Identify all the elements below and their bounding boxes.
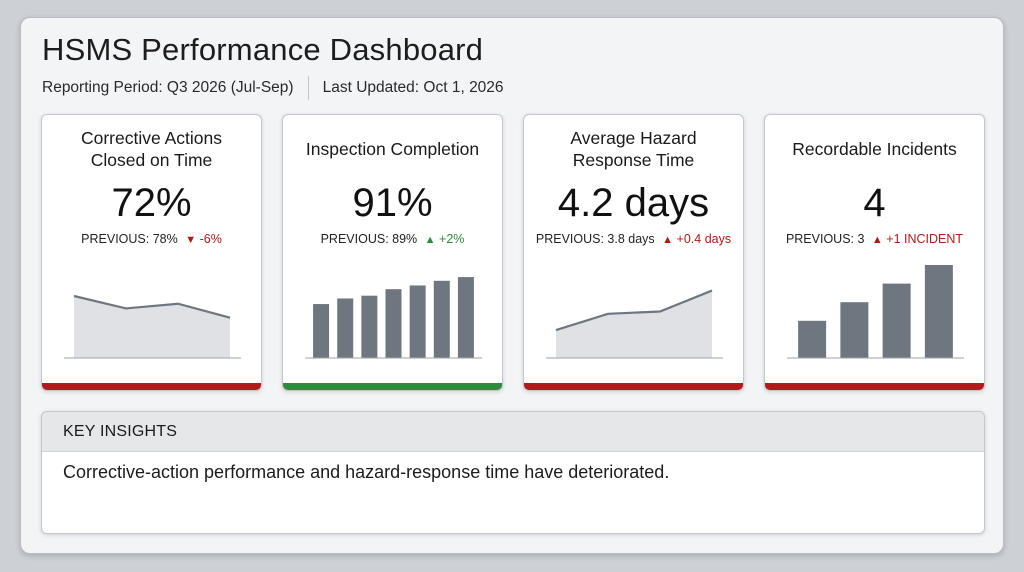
kpi-title: Corrective Actions Closed on Time bbox=[80, 128, 223, 170]
chart-bar bbox=[798, 320, 827, 358]
kpi-card-corrective-actions[interactable]: Corrective Actions Closed on Time 72% PR… bbox=[41, 114, 262, 391]
reporting-period: Reporting Period: Q3 2026 (Jul-Sep) bbox=[42, 79, 294, 96]
report-meta: Reporting Period: Q3 2026 (Jul-Sep) Last… bbox=[42, 76, 504, 100]
kpi-card-recordable-incidents[interactable]: Recordable Incidents 4 PREVIOUS: 3 ▲ +1 … bbox=[764, 114, 985, 391]
chart-bar bbox=[385, 289, 402, 358]
meta-divider bbox=[307, 76, 309, 100]
kpi-card-hazard-response[interactable]: Average Hazard Response Time 4.2 days PR… bbox=[523, 114, 744, 391]
previous-value: PREVIOUS: 78% bbox=[81, 232, 178, 246]
chart-bar bbox=[361, 295, 378, 358]
chart-bar bbox=[457, 277, 474, 358]
last-updated: Last Updated: Oct 1, 2026 bbox=[322, 79, 504, 96]
status-bar bbox=[765, 383, 984, 390]
trend-down-icon: ▼ bbox=[185, 234, 197, 246]
chart-line bbox=[555, 289, 713, 332]
chart-bar bbox=[337, 298, 354, 358]
kpi-previous: PREVIOUS: 3 ▲ +1 INCIDENT bbox=[765, 232, 984, 246]
key-insights-panel: KEY INSIGHTS Corrective-action performan… bbox=[41, 411, 985, 534]
kpi-title: Average Hazard Response Time bbox=[570, 128, 697, 170]
chart-bar bbox=[409, 285, 426, 358]
page-title: HSMS Performance Dashboard bbox=[42, 32, 484, 67]
kpi-previous: PREVIOUS: 89% ▲ +2% bbox=[283, 232, 502, 246]
chart-area-fill bbox=[74, 296, 230, 358]
kpi-trend-chart bbox=[64, 294, 241, 359]
chart-line bbox=[73, 294, 231, 319]
chart-bar bbox=[840, 302, 869, 358]
kpi-value: 4 bbox=[863, 181, 886, 225]
status-bar bbox=[524, 383, 743, 390]
kpi-previous: PREVIOUS: 78% ▼ -6% bbox=[42, 232, 261, 246]
dashboard-panel: HSMS Performance Dashboard Reporting Per… bbox=[20, 17, 1004, 554]
kpi-title: Inspection Completion bbox=[305, 139, 480, 159]
kpi-trend-chart bbox=[546, 289, 723, 359]
change-value: +0.4 days bbox=[676, 232, 732, 246]
trend-up-icon: ▲ bbox=[662, 234, 674, 246]
insights-text: Corrective-action performance and hazard… bbox=[63, 462, 670, 482]
chart-bar bbox=[882, 283, 911, 358]
kpi-previous: PREVIOUS: 3.8 days ▲ +0.4 days bbox=[524, 232, 743, 246]
previous-value: PREVIOUS: 3.8 days bbox=[535, 232, 655, 246]
kpi-value: 72% bbox=[111, 181, 192, 225]
kpi-trend-chart bbox=[305, 277, 482, 359]
change-value: +2% bbox=[439, 232, 465, 246]
kpi-value: 91% bbox=[352, 181, 433, 225]
previous-value: PREVIOUS: 3 bbox=[785, 232, 865, 246]
change-value: -6% bbox=[199, 232, 222, 246]
chart-bar bbox=[433, 280, 450, 358]
previous-value: PREVIOUS: 89% bbox=[320, 232, 418, 246]
change-value: +1 INCIDENT bbox=[886, 232, 964, 246]
kpi-card-inspection-completion[interactable]: Inspection Completion 91% PREVIOUS: 89% … bbox=[282, 114, 503, 391]
chart-bar bbox=[313, 304, 330, 358]
chart-bar bbox=[924, 265, 953, 358]
kpi-value: 4.2 days bbox=[557, 181, 710, 225]
status-bar bbox=[283, 383, 502, 390]
insights-heading: KEY INSIGHTS bbox=[42, 412, 984, 452]
status-bar bbox=[42, 383, 261, 390]
trend-up-icon: ▲ bbox=[424, 234, 436, 246]
kpi-title: Recordable Incidents bbox=[792, 139, 957, 159]
trend-up-icon: ▲ bbox=[871, 234, 883, 246]
kpi-trend-chart bbox=[787, 265, 964, 359]
